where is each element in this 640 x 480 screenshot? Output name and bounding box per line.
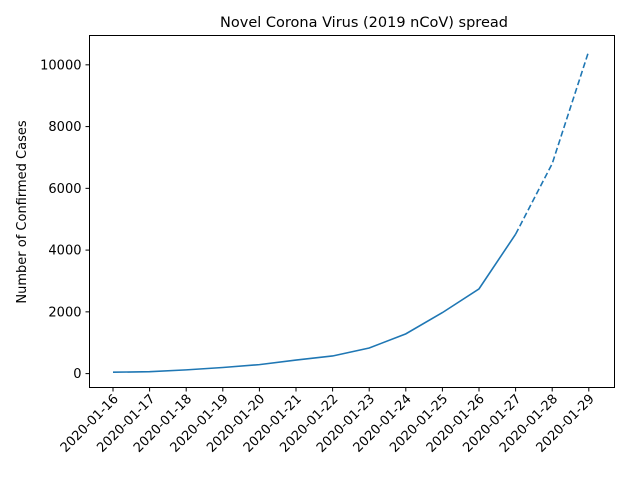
series-group	[112, 50, 590, 374]
projected-cases-line	[514, 50, 590, 235]
confirmed-cases-line	[112, 233, 517, 374]
y-tick-label: 8000	[48, 120, 81, 135]
y-tick-label: 0	[73, 367, 81, 382]
y-tick-label: 4000	[48, 244, 81, 259]
y-axis-label: Number of Confirmed Cases	[15, 120, 30, 303]
chart-title: Novel Corona Virus (2019 nCoV) spread	[220, 15, 508, 31]
y-tick-label: 10000	[40, 58, 81, 73]
plot-area-frame	[89, 35, 615, 388]
y-axis: 0 2000 4000 6000 8000 10000	[40, 58, 90, 382]
y-tick-label: 6000	[48, 182, 81, 197]
y-tick-label: 2000	[48, 305, 81, 320]
